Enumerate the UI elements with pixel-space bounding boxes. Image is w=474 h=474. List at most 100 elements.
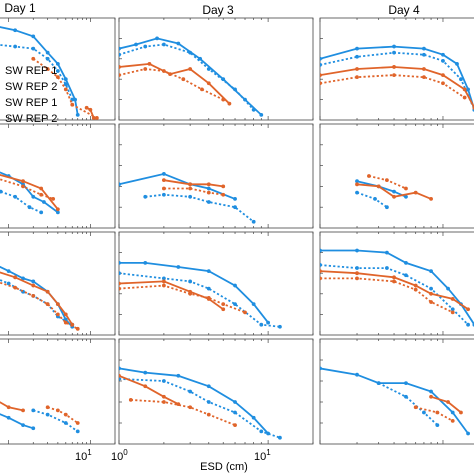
data-point-orange	[161, 394, 166, 399]
data-point-orange	[55, 302, 60, 306]
data-point-blue	[320, 366, 322, 371]
panel-r3-c0	[0, 338, 116, 445]
data-point-blue	[251, 302, 256, 306]
data-point-orange	[13, 275, 18, 280]
series-line-blue-dotted	[119, 43, 255, 111]
data-point-blue	[31, 46, 36, 51]
data-point-blue	[161, 42, 166, 47]
data-point-orange	[161, 279, 166, 284]
panel-r0-c0	[0, 17, 116, 121]
series-line-orange-dotted	[47, 406, 79, 424]
data-point-blue	[176, 41, 181, 46]
data-point-blue	[266, 320, 271, 325]
series-line-blue-solid	[0, 413, 34, 430]
data-point-blue	[119, 46, 121, 51]
data-point-blue	[320, 56, 322, 61]
data-point-blue	[206, 400, 211, 404]
data-point-orange	[221, 302, 226, 306]
data-point-blue	[63, 421, 68, 425]
data-point-orange	[45, 289, 50, 294]
panel-frame	[0, 231, 116, 336]
data-point-orange	[422, 75, 426, 80]
panel-r2-c1	[118, 231, 314, 336]
panel-title-day-3: Day 3	[202, 3, 234, 17]
data-point-orange	[21, 179, 25, 184]
data-point-orange	[355, 271, 359, 276]
data-point-orange	[161, 178, 166, 183]
data-point-orange	[392, 73, 396, 78]
series-line-orange-solid	[119, 62, 231, 105]
data-point-blue	[6, 415, 11, 420]
data-point-orange	[227, 101, 232, 106]
data-point-blue	[188, 389, 193, 394]
data-point-orange	[320, 73, 322, 78]
data-point-blue	[206, 200, 211, 204]
series-line-blue-solid	[320, 45, 474, 111]
data-point-blue	[385, 266, 389, 270]
data-point-blue	[450, 410, 455, 415]
panels-layer	[0, 17, 474, 445]
data-point-blue	[251, 219, 256, 224]
panel-title-day-4: Day 4	[388, 3, 420, 17]
data-point-blue	[206, 269, 211, 274]
data-point-blue	[31, 408, 36, 413]
panel-frame	[118, 123, 314, 229]
data-point-blue	[259, 429, 264, 434]
data-point-orange	[63, 312, 68, 317]
data-point-blue	[441, 52, 445, 57]
data-point-orange	[413, 287, 418, 292]
data-point-orange	[385, 178, 389, 183]
data-point-orange	[55, 207, 60, 212]
series-line-orange-dotted	[320, 74, 466, 99]
data-point-blue	[31, 194, 36, 199]
data-point-orange	[119, 73, 121, 78]
series-line-orange-solid	[163, 179, 224, 188]
series-line-orange-dotted	[320, 277, 454, 314]
data-point-orange	[429, 394, 433, 399]
data-point-blue	[435, 423, 440, 427]
series-line-orange-solid	[119, 280, 224, 311]
data-point-blue	[143, 370, 148, 375]
data-point-orange	[429, 196, 433, 201]
data-point-orange	[221, 97, 226, 102]
panel-frame	[118, 338, 314, 445]
data-point-blue	[233, 302, 237, 306]
data-point-orange	[143, 384, 148, 389]
data-point-blue	[63, 77, 68, 82]
data-point-orange	[21, 408, 25, 413]
data-point-blue	[119, 182, 121, 187]
data-point-blue	[355, 266, 359, 270]
data-point-orange	[188, 182, 193, 187]
panel-r2-c0	[0, 231, 116, 336]
data-point-orange	[221, 192, 226, 197]
data-point-blue	[466, 87, 470, 92]
data-point-blue	[119, 271, 121, 276]
legend-entry-sw-rep-2-orange: SW REP 2	[5, 113, 57, 125]
data-point-blue	[422, 52, 426, 57]
data-point-orange	[446, 400, 450, 404]
data-point-blue	[446, 286, 450, 291]
series-line-blue-dotted	[145, 193, 255, 223]
data-point-orange	[367, 174, 371, 178]
data-point-orange	[466, 307, 470, 312]
data-point-orange	[75, 326, 80, 331]
data-point-orange	[31, 293, 36, 298]
series-line-blue-solid	[320, 249, 474, 326]
data-point-orange	[462, 87, 467, 92]
data-point-blue	[45, 50, 50, 55]
data-point-orange	[188, 291, 193, 296]
series-line-blue-solid	[0, 265, 73, 328]
data-point-orange	[161, 186, 166, 191]
series-line-blue-dotted	[0, 190, 42, 214]
panel-frame	[0, 123, 116, 229]
data-point-orange	[161, 69, 166, 73]
data-point-orange	[392, 279, 396, 284]
panel-r0-c1	[118, 17, 314, 121]
data-point-blue	[155, 36, 159, 41]
series-line-orange-solid	[119, 374, 179, 405]
data-point-blue	[119, 366, 121, 371]
data-point-blue	[63, 82, 68, 87]
series-line-blue-dotted	[356, 191, 388, 208]
data-point-orange	[45, 302, 50, 306]
